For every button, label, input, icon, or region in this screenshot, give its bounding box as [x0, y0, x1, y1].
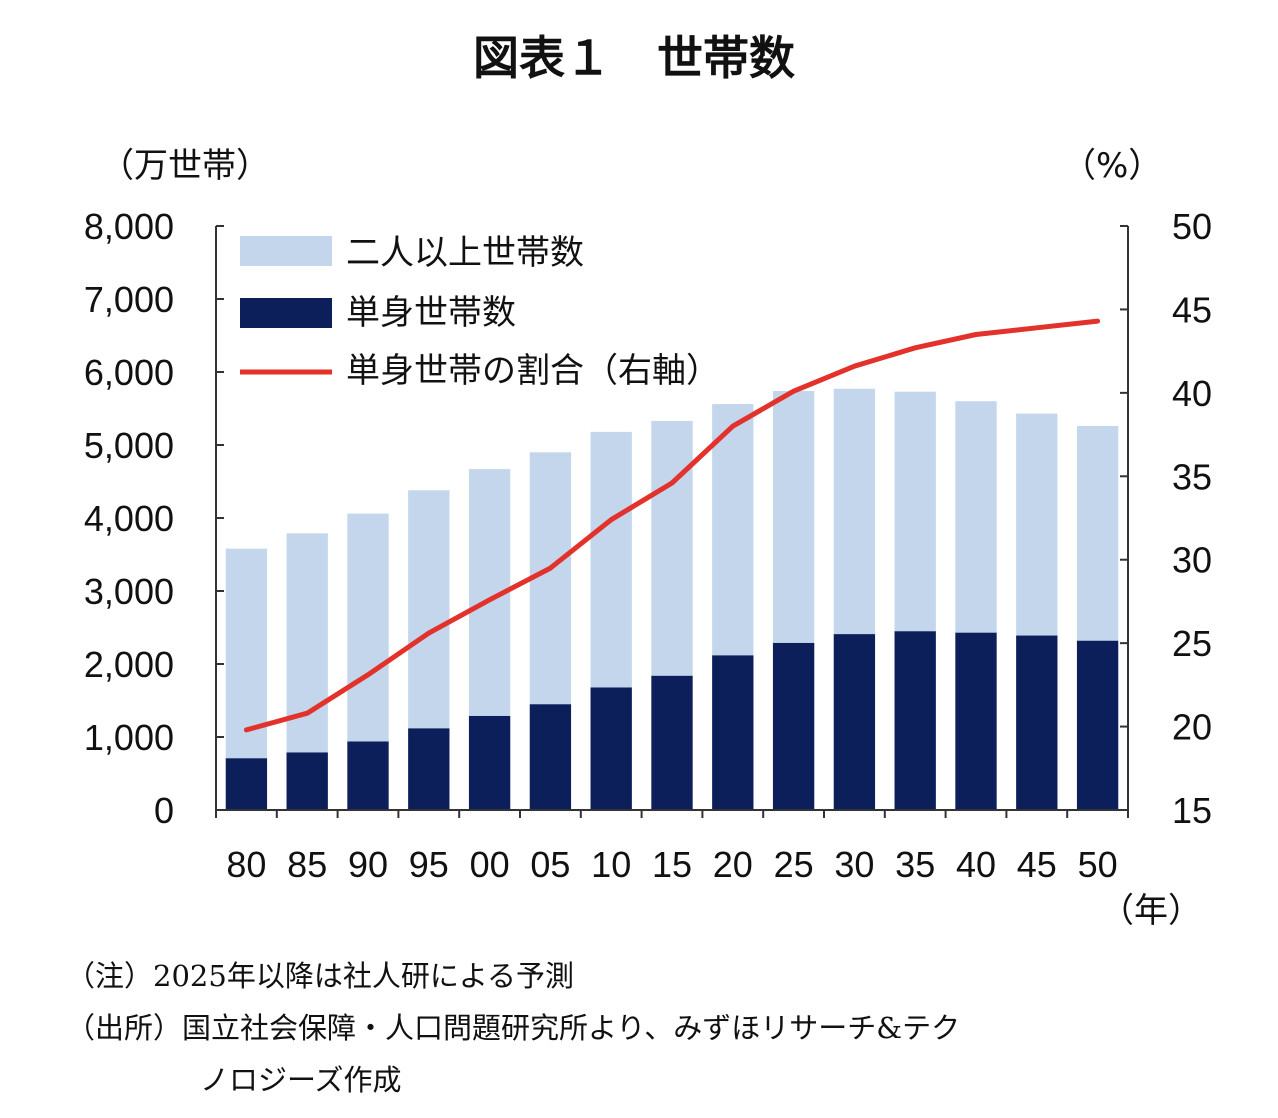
x-tick-label: 45	[1017, 844, 1057, 885]
legend-swatch-multi	[240, 236, 332, 266]
right-axis-unit: （%）	[1062, 146, 1162, 186]
bar-single-15	[651, 675, 693, 810]
bar-single-20	[712, 655, 754, 810]
left-tick-label: 5,000	[84, 425, 174, 466]
source-line-1: （出所）国立社会保障・人口問題研究所より、みずほリサーチ&テク	[66, 1005, 960, 1047]
left-tick-label: 7,000	[84, 279, 174, 320]
ratio-point-95	[427, 631, 431, 635]
bar-multi-80	[225, 548, 268, 759]
source-text-continued: ノロジーズ作成	[200, 1063, 402, 1097]
ratio-point-25	[792, 389, 796, 393]
legend-label-ratio: 単身世帯の割合（右軸）	[346, 351, 720, 391]
ratio-point-35	[913, 346, 917, 350]
right-tick-label: 50	[1172, 206, 1212, 247]
x-tick-label: 80	[226, 844, 266, 885]
x-tick-label: 10	[591, 844, 631, 885]
right-tick-label: 15	[1172, 790, 1212, 831]
bar-multi-40	[955, 401, 997, 633]
bar-single-35	[894, 631, 936, 810]
source-text: 国立社会保障・人口問題研究所より、みずほリサーチ&テク	[182, 1011, 961, 1045]
left-tick-label: 0	[154, 790, 174, 831]
ratio-point-90	[366, 673, 370, 677]
bar-single-85	[286, 752, 328, 810]
source-label: （出所）	[66, 1011, 183, 1045]
right-tick-label: 30	[1172, 540, 1212, 581]
source-line-2: ノロジーズ作成	[200, 1057, 402, 1099]
ratio-point-80	[244, 728, 248, 732]
bar-single-00	[468, 715, 511, 810]
bar-single-40	[955, 632, 997, 810]
bar-multi-45	[1016, 413, 1058, 636]
ratio-point-10	[609, 518, 613, 522]
legend-label-multi: 二人以上世帯数	[346, 233, 584, 273]
bar-multi-05	[529, 452, 572, 705]
bar-single-90	[347, 741, 389, 810]
chart-title: 図表１ 世帯数	[473, 31, 795, 85]
bar-multi-50	[1076, 426, 1119, 641]
x-tick-label: 25	[774, 844, 814, 885]
right-tick-label: 20	[1172, 707, 1212, 748]
left-tick-label: 2,000	[84, 644, 174, 685]
ratio-point-15	[670, 481, 674, 485]
bar-multi-35	[894, 391, 936, 632]
bar-multi-20	[712, 404, 754, 656]
right-tick-label: 25	[1172, 623, 1212, 664]
legend-label-single: 単身世帯数	[346, 293, 516, 333]
bar-multi-95	[408, 490, 450, 729]
right-tick-label: 40	[1172, 373, 1212, 414]
bar-multi-90	[347, 513, 389, 742]
left-tick-label: 1,000	[84, 717, 174, 758]
note-text: 2025年以降は社人研による予測	[153, 959, 574, 993]
left-tick-label: 6,000	[84, 352, 174, 393]
x-tick-label: 15	[652, 844, 692, 885]
bar-multi-30	[833, 388, 876, 635]
x-tick-label: 90	[348, 844, 388, 885]
legend-swatch-single	[240, 298, 332, 328]
right-tick-label: 45	[1172, 289, 1212, 330]
ratio-point-05	[548, 566, 552, 570]
bar-single-45	[1016, 635, 1058, 810]
bar-multi-10	[590, 431, 632, 688]
right-tick-label: 35	[1172, 456, 1212, 497]
ratio-point-00	[488, 598, 492, 602]
ratio-point-40	[974, 332, 978, 336]
x-tick-label: 30	[834, 844, 874, 885]
x-tick-label: 50	[1078, 844, 1118, 885]
ratio-point-45	[1035, 326, 1039, 330]
bar-single-25	[772, 642, 815, 810]
bar-single-95	[408, 728, 450, 810]
x-tick-label: 85	[287, 844, 327, 885]
ratio-point-85	[305, 711, 309, 715]
bar-single-50	[1076, 640, 1119, 810]
x-tick-label: 20	[713, 844, 753, 885]
ratio-point-20	[731, 424, 735, 428]
left-tick-label: 8,000	[84, 206, 174, 247]
bar-multi-25	[772, 390, 815, 643]
bar-multi-15	[651, 420, 693, 676]
left-axis-unit: （万世帯）	[100, 146, 270, 186]
x-axis-unit: （年）	[1100, 891, 1202, 931]
x-tick-label: 95	[409, 844, 449, 885]
note-label: （注）	[66, 959, 154, 993]
x-tick-label: 05	[530, 844, 570, 885]
bar-single-10	[590, 687, 632, 810]
left-tick-label: 4,000	[84, 498, 174, 539]
household-chart: 図表１ 世帯数 （万世帯） （%） （年） 0 1,000 2,000 3,000 4,…	[84, 31, 1212, 931]
x-tick-label: 35	[895, 844, 935, 885]
x-tick-label: 00	[470, 844, 510, 885]
left-tick-label: 3,000	[84, 571, 174, 612]
x-tick-label: 40	[956, 844, 996, 885]
bar-single-05	[529, 704, 572, 810]
bar-single-30	[833, 634, 876, 810]
ratio-point-50	[1096, 319, 1100, 323]
ratio-point-30	[852, 364, 856, 368]
note-line-1: （注）2025年以降は社人研による予測	[66, 953, 574, 995]
bar-single-80	[225, 758, 268, 810]
